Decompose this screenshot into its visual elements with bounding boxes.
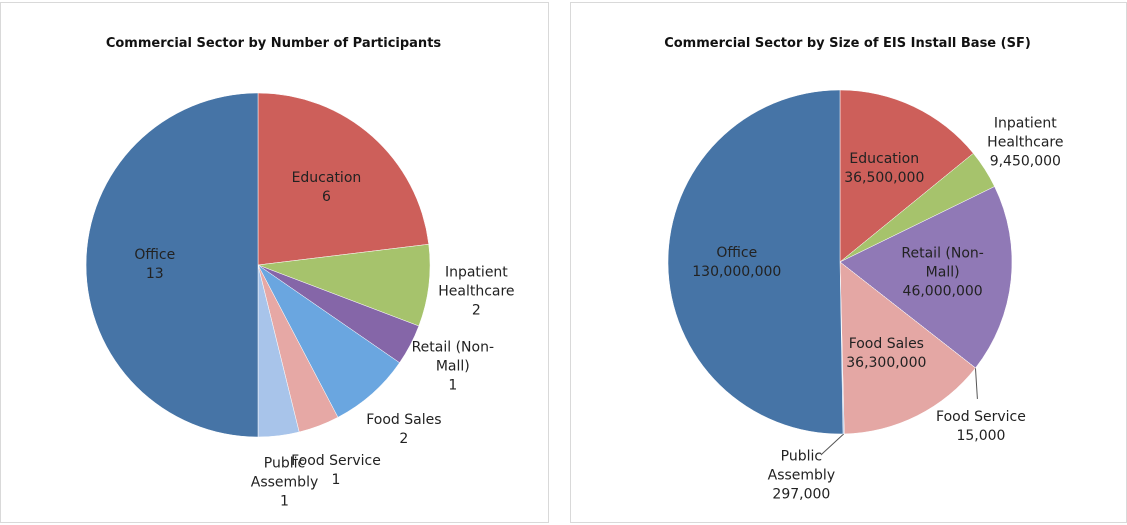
pie-slice — [667, 89, 844, 435]
slice-name: Retail (Non-Mall) — [901, 245, 984, 281]
slice-value: 297,000 — [772, 486, 831, 503]
slice-label: Food Sales 2 — [348, 411, 460, 449]
slice-label: Food Service 15,000 — [925, 408, 1037, 446]
slice-value: 1 — [448, 377, 458, 394]
slice-name: Food Sales — [848, 336, 924, 353]
slice-value: 46,000,000 — [902, 283, 983, 300]
slice-label: Public Assembly 297,000 — [745, 447, 857, 504]
pie-slice — [839, 261, 976, 435]
slice-label: Education 6 — [270, 169, 382, 207]
slice-label: Office 130,000,000 — [681, 244, 793, 282]
slice-name: Public Assembly — [250, 455, 319, 491]
slice-value: 130,000,000 — [692, 263, 782, 280]
leader-line — [974, 367, 978, 399]
slice-value: 2 — [399, 430, 409, 447]
slice-label: Inpatient Healthcare 2 — [420, 263, 532, 320]
pie-slice — [85, 92, 259, 438]
slice-label: Retail (Non-Mall) 1 — [397, 339, 509, 396]
slice-name: Inpatient Healthcare — [438, 264, 515, 300]
chart-title: Commercial Sector by Size of EIS Install… — [664, 36, 1031, 51]
slice-value: 2 — [471, 302, 481, 319]
pie-slice — [257, 92, 430, 266]
slice-value: 9,450,000 — [989, 153, 1061, 170]
slice-label: Food Sales 36,300,000 — [830, 335, 942, 373]
slice-value: 13 — [145, 266, 164, 282]
slice-name: Food Service — [291, 452, 381, 469]
slice-value: 15,000 — [956, 427, 1006, 444]
slice-name: Inpatient Healthcare — [987, 115, 1064, 151]
slice-label: Office 13 — [99, 246, 211, 284]
slice-value: 36,300,000 — [846, 355, 927, 372]
slice-name: Education — [849, 150, 920, 167]
slice-name: Office — [716, 244, 758, 261]
slice-name: Education — [291, 169, 362, 186]
slice-label: Inpatient Healthcare 9,450,000 — [969, 115, 1081, 172]
slice-name: Public Assembly — [767, 448, 836, 484]
slice-value: 1 — [331, 471, 341, 488]
slice-value: 1 — [280, 493, 289, 510]
chart-panel — [0, 2, 549, 523]
slice-label: Food Service 1 — [280, 452, 392, 490]
slice-value: 6 — [321, 188, 331, 205]
leader-line — [820, 433, 844, 456]
slice-name: Food Service — [936, 408, 1026, 425]
slice-name: Office — [134, 247, 176, 263]
slice-label: Public Assembly 1 — [229, 455, 341, 512]
slice-name: Retail (Non-Mall) — [411, 339, 495, 375]
slice-label: Education 36,500,000 — [828, 150, 940, 188]
pie-slice — [839, 89, 974, 263]
chart-title: Commercial Sector by Number of Participa… — [105, 36, 442, 51]
pie-slice — [839, 186, 1013, 369]
slice-label: Retail (Non-Mall) 46,000,000 — [887, 244, 999, 301]
slice-name: Food Sales — [366, 411, 442, 428]
slice-value: 36,500,000 — [844, 169, 925, 186]
